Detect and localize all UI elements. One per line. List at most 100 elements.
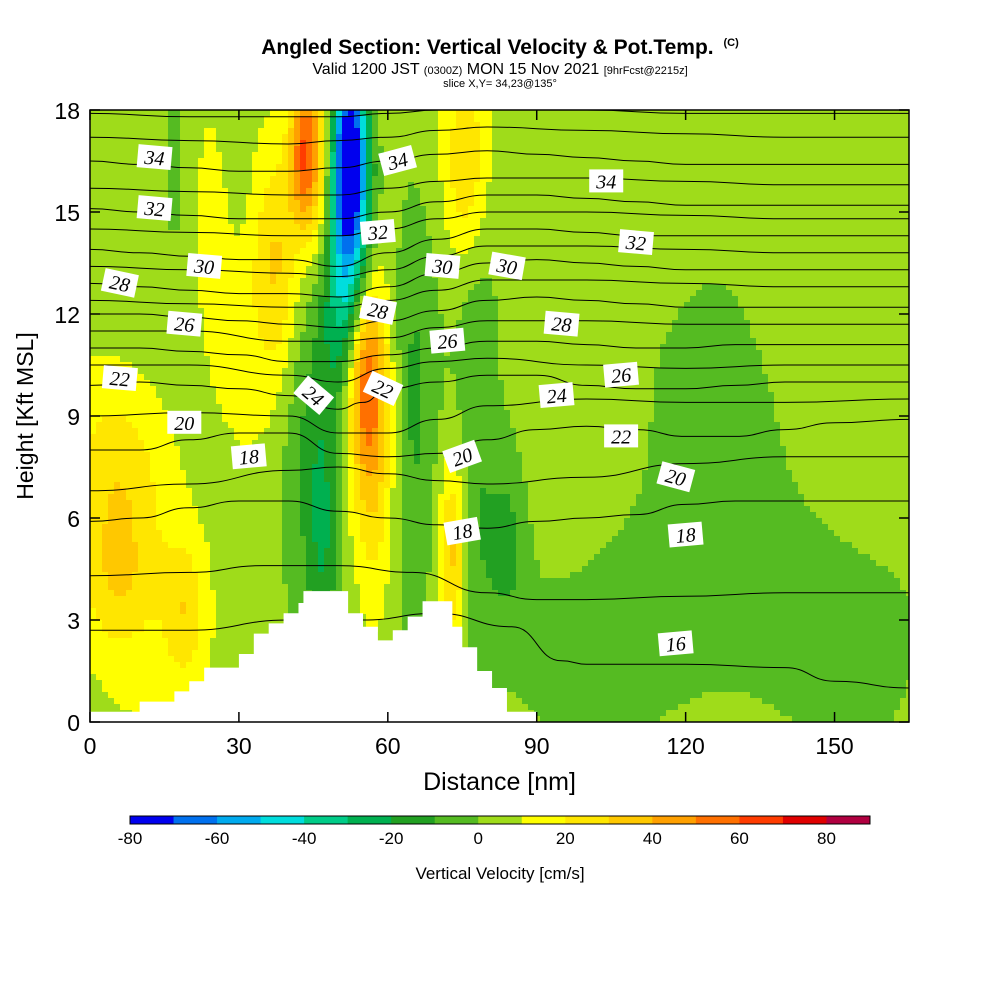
- velocity-cell: [894, 200, 901, 207]
- velocity-cell: [300, 170, 307, 177]
- velocity-cell: [510, 176, 517, 183]
- velocity-cell: [504, 248, 511, 255]
- velocity-cell: [90, 128, 97, 135]
- velocity-cell: [462, 128, 469, 135]
- velocity-cell: [594, 116, 601, 123]
- velocity-cell: [216, 170, 223, 177]
- velocity-cell: [222, 152, 229, 159]
- velocity-cell: [858, 164, 865, 171]
- velocity-cell: [510, 128, 517, 135]
- velocity-cell: [216, 188, 223, 195]
- velocity-cell: [648, 314, 655, 321]
- velocity-cell: [444, 302, 451, 309]
- velocity-cell: [414, 116, 421, 123]
- velocity-cell: [132, 152, 139, 159]
- velocity-cell: [732, 188, 739, 195]
- velocity-cell: [510, 296, 517, 303]
- velocity-cell: [624, 308, 631, 315]
- velocity-cell: [354, 284, 361, 291]
- velocity-cell: [600, 194, 607, 201]
- velocity-cell: [870, 146, 877, 153]
- velocity-cell: [462, 248, 469, 255]
- velocity-cell: [408, 188, 415, 195]
- velocity-cell: [750, 296, 757, 303]
- velocity-cell: [138, 122, 145, 129]
- velocity-cell: [480, 158, 487, 165]
- velocity-cell: [852, 122, 859, 129]
- velocity-cell: [258, 116, 265, 123]
- velocity-cell: [276, 302, 283, 309]
- velocity-cell: [888, 188, 895, 195]
- velocity-cell: [546, 122, 553, 129]
- velocity-cell: [132, 260, 139, 267]
- velocity-cell: [168, 134, 175, 141]
- velocity-cell: [834, 224, 841, 231]
- velocity-cell: [150, 134, 157, 141]
- velocity-cell: [660, 254, 667, 261]
- velocity-cell: [804, 176, 811, 183]
- velocity-cell: [228, 248, 235, 255]
- velocity-cell: [474, 290, 481, 297]
- velocity-cell: [588, 152, 595, 159]
- velocity-cell: [756, 236, 763, 243]
- velocity-cell: [234, 200, 241, 207]
- velocity-cell: [450, 236, 457, 243]
- velocity-cell: [234, 272, 241, 279]
- velocity-cell: [762, 284, 769, 291]
- velocity-cell: [480, 236, 487, 243]
- velocity-cell: [906, 200, 909, 207]
- velocity-cell: [678, 146, 685, 153]
- velocity-cell: [642, 260, 649, 267]
- velocity-cell: [360, 182, 367, 189]
- velocity-cell: [768, 122, 775, 129]
- velocity-cell: [708, 242, 715, 249]
- velocity-cell: [342, 326, 349, 333]
- velocity-cell: [330, 152, 337, 159]
- velocity-cell: [354, 164, 361, 171]
- velocity-cell: [828, 320, 835, 327]
- velocity-cell: [186, 308, 193, 315]
- velocity-cell: [732, 176, 739, 183]
- velocity-cell: [684, 290, 691, 297]
- velocity-cell: [510, 284, 517, 291]
- velocity-cell: [366, 176, 373, 183]
- velocity-cell: [846, 290, 853, 297]
- velocity-cell: [726, 236, 733, 243]
- velocity-cell: [636, 314, 643, 321]
- velocity-cell: [138, 128, 145, 135]
- velocity-cell: [168, 218, 175, 225]
- velocity-cell: [150, 242, 157, 249]
- velocity-cell: [522, 158, 529, 165]
- velocity-cell: [744, 230, 751, 237]
- velocity-cell: [600, 314, 607, 321]
- velocity-cell: [816, 260, 823, 267]
- velocity-cell: [576, 110, 583, 117]
- velocity-cell: [438, 302, 445, 309]
- velocity-cell: [690, 254, 697, 261]
- velocity-cell: [792, 248, 799, 255]
- velocity-cell: [498, 176, 505, 183]
- velocity-cell: [882, 248, 889, 255]
- velocity-cell: [672, 170, 679, 177]
- velocity-cell: [762, 164, 769, 171]
- velocity-cell: [456, 116, 463, 123]
- velocity-cell: [828, 266, 835, 273]
- velocity-cell: [288, 122, 295, 129]
- velocity-cell: [126, 260, 133, 267]
- velocity-cell: [336, 284, 343, 291]
- velocity-cell: [150, 182, 157, 189]
- velocity-cell: [378, 122, 385, 129]
- velocity-cell: [498, 242, 505, 249]
- velocity-cell: [360, 326, 367, 333]
- velocity-cell: [720, 188, 727, 195]
- velocity-cell: [588, 284, 595, 291]
- velocity-cell: [222, 236, 229, 243]
- velocity-cell: [678, 272, 685, 279]
- velocity-cell: [174, 128, 181, 135]
- velocity-cell: [348, 182, 355, 189]
- velocity-cell: [594, 146, 601, 153]
- velocity-cell: [384, 176, 391, 183]
- velocity-cell: [414, 230, 421, 237]
- velocity-cell: [324, 260, 331, 267]
- velocity-cell: [618, 116, 625, 123]
